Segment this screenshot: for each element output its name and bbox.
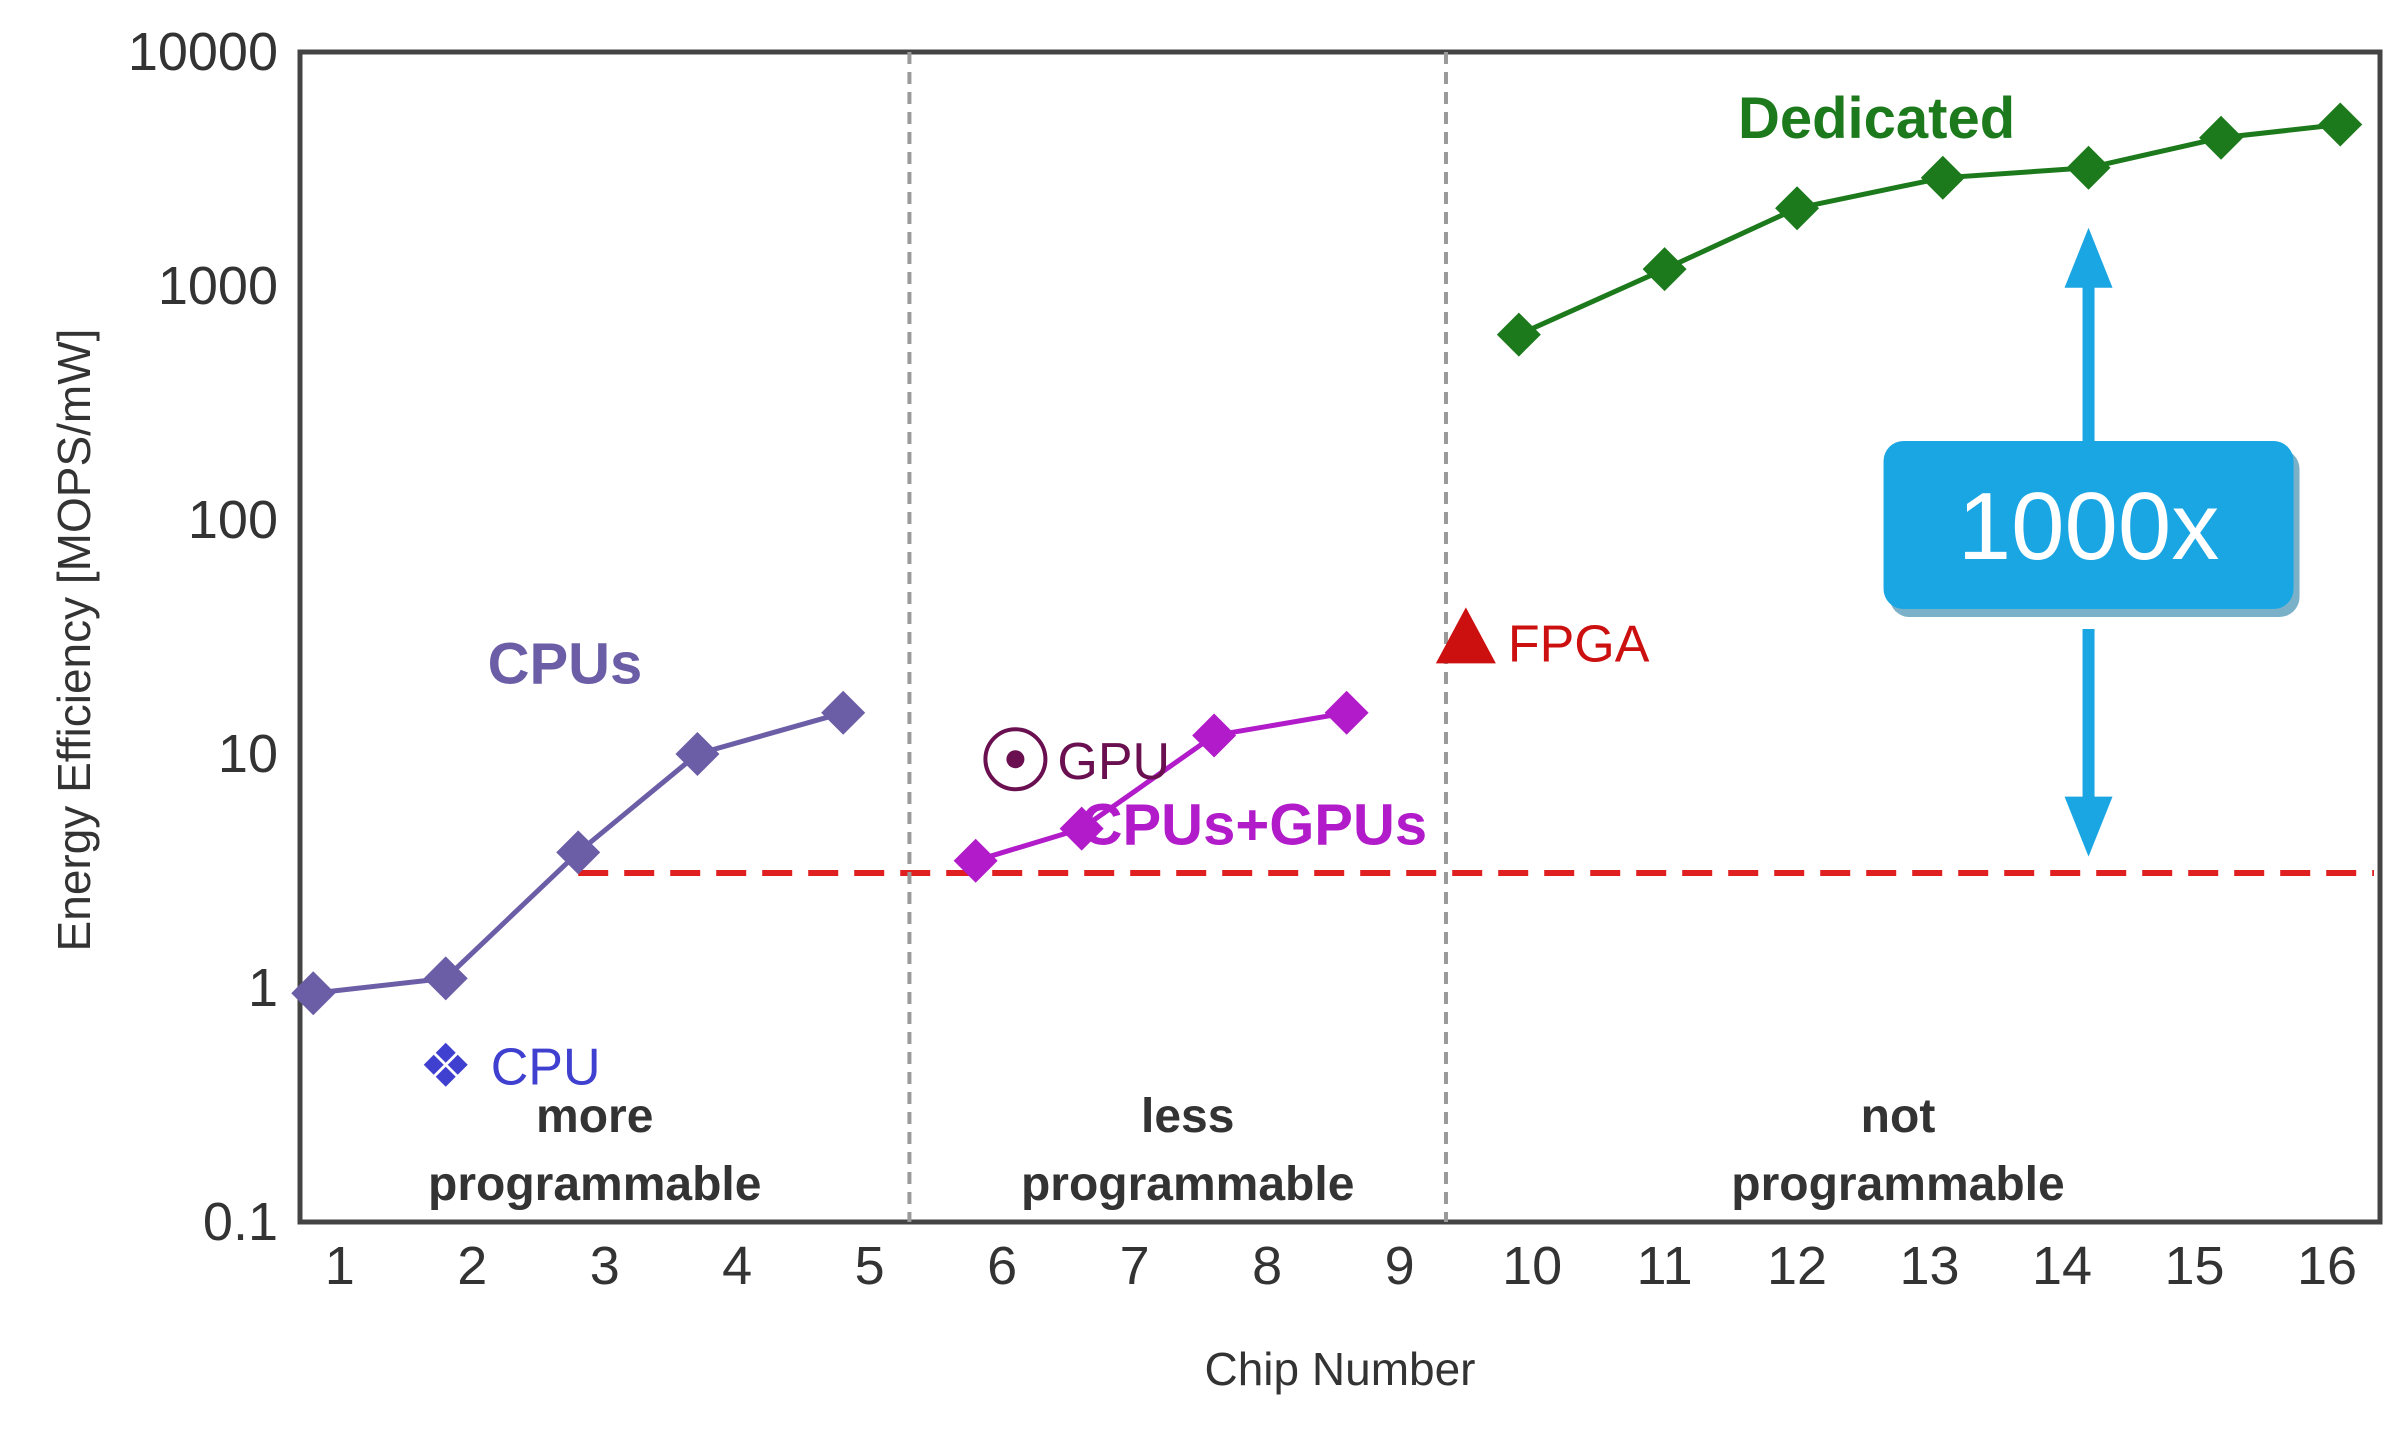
y-tick-label: 1 — [248, 958, 278, 1018]
x-tick-label: 5 — [855, 1236, 885, 1296]
CPUs+GPUs-series-label: CPUs+GPUs — [1081, 793, 1428, 858]
y-tick-label: 100 — [188, 490, 278, 550]
y-axis-title: Energy Efficiency [MOPS/mW] — [48, 329, 100, 952]
Dedicated-point — [2318, 102, 2363, 147]
Dedicated-point — [1496, 312, 1541, 357]
x-tick-label: 15 — [2164, 1236, 2224, 1296]
x-tick-label: 10 — [1502, 1236, 1562, 1296]
x-tick-label: 11 — [1637, 1236, 1693, 1296]
y-tick-label: 0.1 — [203, 1192, 278, 1252]
x-tick-label: 12 — [1767, 1236, 1827, 1296]
less-programmable-label-line1: less — [1141, 1090, 1234, 1143]
Dedicated-point — [2199, 115, 2244, 160]
GPU-point-label: GPU — [1057, 733, 1170, 791]
CPU-marker-part — [447, 1054, 468, 1075]
CPUs+GPUs-point — [1059, 806, 1104, 851]
GPU-marker — [983, 727, 1048, 792]
x-axis-title: Chip Number — [1205, 1343, 1476, 1395]
annotation-arrowhead-up — [2064, 227, 2113, 288]
less-programmable-label-line2: programmable — [1021, 1158, 1354, 1211]
plot-area — [297, 49, 2383, 1225]
CPU-point-label: CPU — [491, 1039, 601, 1097]
CPUs-point — [423, 956, 468, 1001]
x-tick-label: 13 — [1900, 1236, 1960, 1296]
annotation-arrowhead-down — [2064, 796, 2113, 857]
CPUs-point — [821, 690, 866, 735]
y-tick-label: 1000 — [158, 256, 278, 316]
x-tick-label: 1 — [325, 1236, 355, 1296]
x-tick-label: 3 — [590, 1236, 620, 1296]
x-tick-label: 16 — [2297, 1236, 2357, 1296]
Dedicated-line — [1517, 122, 2341, 337]
Dedicated-point — [1775, 186, 1820, 231]
y-tick-label: 10 — [218, 724, 278, 784]
x-tick-label: 8 — [1252, 1236, 1282, 1296]
Dedicated-point — [1642, 247, 1687, 292]
x-tick-label: 2 — [457, 1236, 487, 1296]
CPUs-point — [675, 732, 720, 776]
Dedicated-point — [2066, 145, 2111, 190]
annotation-box — [1883, 441, 2294, 609]
CPU-marker-part — [423, 1054, 444, 1075]
x-tick-label: 14 — [2032, 1236, 2092, 1296]
FPGA-marker — [1435, 607, 1496, 664]
x-tick-label: 6 — [987, 1236, 1017, 1296]
CPUs+GPUs-line — [974, 710, 1348, 864]
CPUs-point — [556, 830, 601, 875]
x-tick-label: 7 — [1120, 1236, 1150, 1296]
CPU-marker-part — [435, 1042, 456, 1063]
y-tick-label: 10000 — [128, 22, 278, 82]
more-programmable-label-line2: programmable — [428, 1158, 761, 1211]
CPUs+GPUs-point — [1192, 713, 1237, 758]
not-programmable-label-line2: programmable — [1731, 1158, 2064, 1211]
annotation-text: 1000x — [1958, 473, 2220, 580]
CPUs-series-label: CPUs — [488, 632, 643, 697]
GPU-marker-dot — [1006, 750, 1025, 769]
x-tick-label: 4 — [722, 1236, 752, 1296]
Dedicated-series-label: Dedicated — [1738, 86, 2015, 151]
x-tick-label: 9 — [1385, 1236, 1415, 1296]
more-programmable-label-line1: more — [536, 1090, 653, 1143]
CPUs-point — [291, 971, 336, 1016]
FPGA-point-label: FPGA — [1508, 615, 1650, 673]
Dedicated-point — [1920, 155, 1965, 200]
CPUs+GPUs-point — [1324, 690, 1369, 735]
not-programmable-label-line1: not — [1861, 1090, 1936, 1143]
CPU-marker-part — [435, 1066, 456, 1087]
CPUs+GPUs-point — [953, 838, 998, 883]
CPU-marker — [423, 1042, 468, 1087]
